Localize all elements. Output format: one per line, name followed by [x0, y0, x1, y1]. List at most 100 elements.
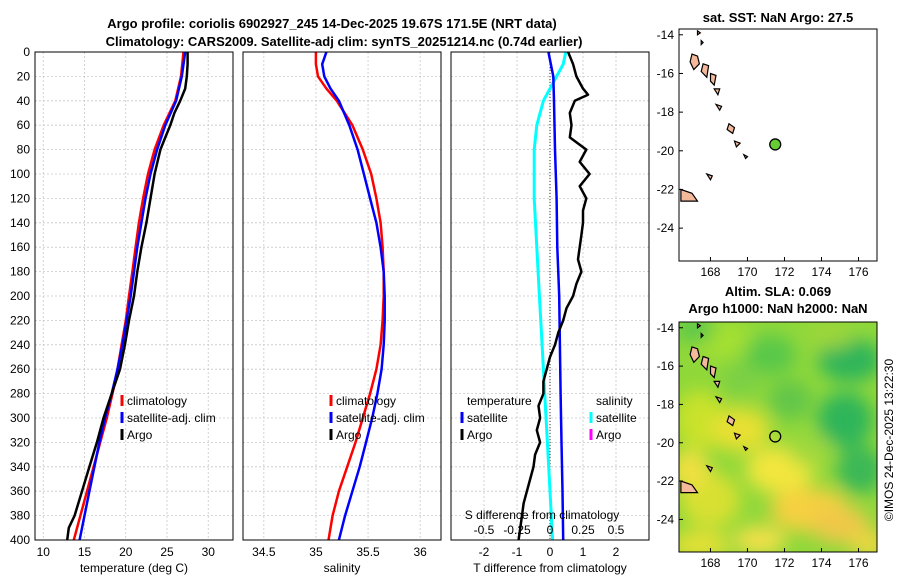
map-x-tick-label: 172: [774, 265, 794, 279]
sla-blob: [788, 434, 832, 466]
x-tick-label: 35: [309, 545, 323, 559]
legend-label: satellite-adj. clim: [336, 411, 425, 425]
sst-map-title: sat. SST: NaN Argo: 27.5: [703, 10, 854, 25]
axes-frame: [450, 51, 650, 541]
x-tick-label: 10: [37, 545, 51, 559]
sst-map: 168 170 172 174 176 -14 -16 -18 -20 -22 -24: [657, 28, 878, 279]
sla-blob: [836, 446, 877, 494]
island-shape: [742, 445, 749, 452]
sla-blob: [806, 322, 854, 349]
island-shape: [742, 153, 749, 160]
x-tick-label: 30: [202, 545, 216, 559]
x-tick-label: 36: [413, 545, 427, 559]
s-axis-label: S difference from climatology: [465, 508, 620, 522]
x-tick-label: 15: [78, 545, 92, 559]
legend-label: Argo: [336, 428, 362, 442]
sla-blob: [734, 526, 786, 552]
y-tick-label: 200: [10, 289, 30, 303]
island-shape: [705, 464, 714, 473]
island-shape: [733, 140, 742, 149]
legend-label: climatology: [127, 394, 187, 408]
x-axis-label: temperature (deg C): [80, 561, 188, 575]
map-x-tick-label: 174: [811, 556, 831, 570]
map-x-tick-label: 168: [700, 556, 720, 570]
legend-label: salinity: [596, 394, 633, 408]
y-tick-label: 180: [10, 265, 30, 279]
sla-blob: [850, 531, 877, 552]
map-y-tick-label: -18: [657, 397, 675, 411]
map-x-tick-label: 170: [737, 265, 757, 279]
temperature-argo-line: [517, 51, 591, 541]
y-tick-label: 60: [17, 118, 31, 132]
island-shape: [680, 480, 699, 494]
map-x-tick-label: 176: [848, 556, 868, 570]
sla-blob: [679, 322, 715, 344]
island-shape: [689, 53, 701, 71]
title-line1: Argo profile: coriolis 6902927_245 14-De…: [107, 16, 556, 31]
sla-blobs: [679, 322, 877, 552]
title-line2: Climatology: CARS2009. Satellite-adj cli…: [106, 34, 583, 49]
sla-map-title: Altim. SLA: 0.069: [725, 284, 831, 299]
watermark: ©IMOS 24-Dec-2025 13:22:30: [882, 359, 896, 522]
island-shape: [714, 103, 723, 112]
axes-frame: [34, 51, 234, 541]
sla-map-land: [680, 322, 749, 494]
sla-blob: [744, 335, 796, 375]
argo-location-marker: [769, 430, 782, 443]
temperature-satellite-line: [547, 51, 565, 541]
x-tick-label: 34.5: [252, 545, 276, 559]
s-tick-label: -0.25: [503, 523, 531, 537]
argo-location-marker: [769, 138, 782, 151]
x-tick-label: 0: [547, 545, 554, 559]
y-tick-label: 380: [10, 509, 30, 523]
island-shape: [709, 365, 717, 379]
y-tick-label: 400: [10, 533, 30, 547]
island-shape: [713, 88, 721, 97]
temperature-panel: 10 15 20 25 30020406080100120140160180200220…: [10, 45, 234, 575]
sla-blob: [720, 362, 760, 398]
satellite-line: [320, 51, 386, 541]
island-shape: [696, 322, 702, 329]
x-tick-label: -2: [479, 545, 490, 559]
island-shape: [696, 29, 702, 36]
y-tick-label: 140: [10, 216, 30, 230]
y-tick-label: 120: [10, 191, 30, 205]
island-shape: [700, 39, 704, 47]
sla-blob: [768, 380, 812, 420]
island-shape: [726, 122, 736, 135]
sla-blob: [710, 408, 770, 452]
axes-frame: [678, 28, 878, 262]
y-tick-label: 340: [10, 460, 30, 474]
map-y-tick-label: -20: [657, 436, 675, 450]
sla-blob: [679, 531, 730, 552]
y-tick-label: 20: [17, 69, 31, 83]
y-tick-label: 320: [10, 435, 30, 449]
map-y-tick-label: -14: [657, 321, 675, 335]
island-shape: [705, 172, 714, 182]
axes-frame: [242, 51, 442, 541]
x-tick-label: 1: [580, 545, 587, 559]
y-tick-label: 240: [10, 338, 30, 352]
x-axis-label: salinity: [324, 561, 361, 575]
sla-blob: [810, 507, 870, 543]
map-y-tick-label: -20: [657, 144, 675, 158]
x-tick-label: 2: [613, 545, 620, 559]
legend-label: climatology: [336, 394, 396, 408]
map-y-tick-label: -22: [657, 474, 675, 488]
map-x-tick-label: 176: [848, 265, 868, 279]
legend-label: satellite: [467, 411, 508, 425]
map-x-tick-label: 170: [737, 556, 757, 570]
island-shape: [713, 380, 721, 389]
x-tick-label: 35.5: [356, 545, 380, 559]
island-shape: [733, 432, 742, 441]
y-tick-label: 0: [23, 45, 30, 59]
x-axis-label: T difference from climatology: [473, 561, 627, 575]
map-y-tick-label: -22: [657, 182, 675, 196]
island-shape: [700, 63, 710, 79]
s-tick-label: 0.5: [608, 523, 625, 537]
legend-label: satellite-adj. clim: [127, 411, 216, 425]
sla-blob: [679, 450, 710, 490]
map-x-tick-label: 172: [774, 556, 794, 570]
s-tick-label: 0: [547, 523, 554, 537]
